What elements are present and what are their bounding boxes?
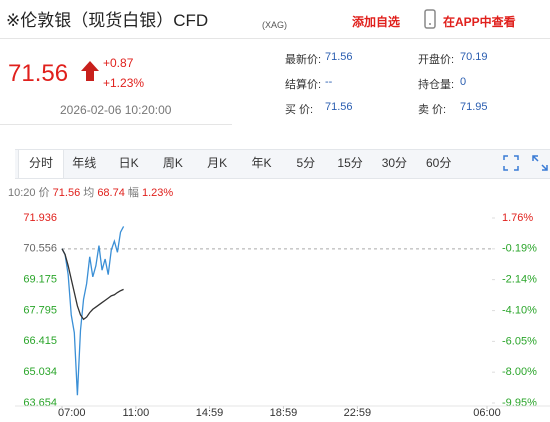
stat-value: 0 (460, 76, 467, 88)
stat-label: 结算价: (285, 79, 322, 91)
x-tick-label: 06:00 (473, 407, 501, 419)
x-tick-label: 14:59 (196, 407, 224, 419)
stat-value: 71.56 (325, 101, 353, 113)
stat-value: -- (325, 76, 333, 88)
y2-tick-label: -4.10% (502, 304, 537, 316)
tab[interactable]: 分时 (18, 150, 64, 178)
stat-label: 持仓量: (418, 79, 455, 91)
y-tick-label: 71.936 (23, 212, 57, 224)
info-value: 68.74 (97, 187, 125, 199)
y-tick-label: 63.654 (23, 397, 57, 409)
chart: 71.936 70.556 69.175 67.795 66.415 65.034 63.6… (15, 212, 550, 419)
x-tick-label: 22:59 (344, 407, 372, 419)
tab-bar (15, 149, 550, 179)
divider (0, 124, 232, 125)
info-label: 价 (38, 187, 50, 199)
info-value: 1.23% (141, 187, 174, 199)
phone-icon (424, 9, 436, 29)
y-tick-label: 66.415 (23, 335, 57, 347)
y2-tick-label: -9.95% (502, 397, 537, 409)
title: ※伦敦银（现货白银）CFD (6, 11, 209, 30)
code: (XAG) (262, 20, 288, 30)
stat-label: 卖 价: (418, 104, 447, 116)
change: +0.87 (103, 56, 134, 70)
stat-value: 71.56 (325, 51, 353, 63)
y2-tick-label: -6.05% (502, 335, 537, 347)
divider (0, 38, 550, 39)
y2-tick-label: -0.19% (502, 243, 537, 255)
series-line (61, 248, 124, 321)
info-label: 均 (83, 187, 95, 199)
tab[interactable]: 5分 (296, 156, 316, 170)
up-arrow (81, 61, 99, 81)
add-watch[interactable]: 添加自选 (352, 15, 401, 29)
stat-label: 最新价: (285, 54, 322, 66)
info-value: 71.56 (52, 187, 81, 199)
tab[interactable]: 60分 (426, 156, 452, 170)
y2-tick-label: -8.00% (502, 366, 537, 378)
fullscreen-icon[interactable] (503, 155, 519, 171)
tab[interactable]: 年K (251, 156, 272, 170)
tab[interactable]: 日K (118, 156, 139, 170)
open-app[interactable]: 在APP中查看 (443, 15, 516, 29)
y-tick-label: 70.556 (23, 243, 57, 255)
info-line: 10:20 价 71.56 均 68.74 幅 1.23% (8, 184, 173, 200)
tab[interactable]: 年线 (72, 156, 97, 170)
series-line (61, 226, 125, 396)
last-price: 71.56 (8, 60, 69, 87)
x-tick-label: 18:59 (270, 407, 298, 419)
quote-time: 2026-02-06 10:20:00 (60, 103, 172, 117)
tab[interactable]: 月K (207, 156, 228, 170)
info-time: 10:20 (8, 187, 36, 199)
tab[interactable]: 周K (162, 156, 183, 170)
y-tick-label: 69.175 (23, 274, 57, 286)
y2-tick-label: 1.76% (502, 212, 533, 224)
expand-icon[interactable] (532, 155, 548, 171)
stat-value: 70.19 (460, 51, 488, 63)
stat-value: 71.95 (460, 101, 488, 113)
y-tick-label: 65.034 (23, 366, 57, 378)
y2-tick-label: -2.14% (502, 274, 537, 286)
stat-label: 开盘价: (418, 54, 455, 66)
x-tick-label: 07:00 (58, 407, 86, 419)
stat-label: 买 价: (285, 104, 314, 116)
tab[interactable]: 30分 (381, 156, 408, 170)
y-tick-label: 67.795 (23, 304, 57, 316)
x-tick-label: 11:00 (123, 407, 150, 419)
info-label: 幅 (127, 187, 139, 199)
tab[interactable]: 15分 (337, 156, 363, 170)
change-percent: +1.23% (103, 76, 145, 90)
